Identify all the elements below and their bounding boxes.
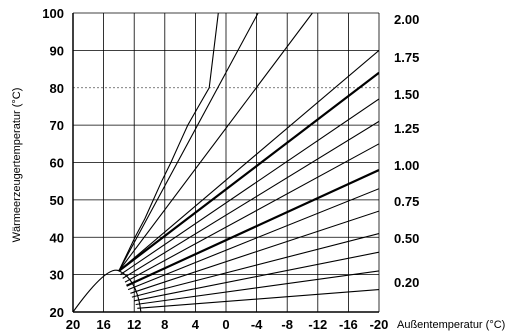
x-tick-label: 0 [222, 317, 229, 332]
curve-unlabeled-6 [122, 120, 379, 279]
y-tick-label: 20 [50, 305, 64, 320]
curve-0-20 [135, 270, 379, 306]
curve-unlabeled-8 [126, 169, 379, 287]
curve-unlabeled-10 [130, 210, 379, 294]
y-tick-label: 90 [50, 43, 64, 58]
curve-unlabeled-14 [137, 289, 379, 309]
curve-label: 1.00 [394, 158, 419, 173]
curve-label: 2.00 [394, 12, 419, 27]
curve-label: 0.50 [394, 231, 419, 246]
y-tick-label: 60 [50, 156, 64, 171]
origin-arc [73, 269, 142, 312]
curve-label: 0.20 [394, 275, 419, 290]
curve-unlabeled-4 [118, 71, 379, 272]
y-tick-label: 70 [50, 118, 64, 133]
curve-layer [73, 13, 379, 312]
y-tick-label: 100 [42, 6, 64, 21]
curve-1-25 [120, 98, 379, 276]
x-tick-label: 8 [161, 317, 168, 332]
curve-2-00 [118, 13, 219, 272]
y-tick-label: 40 [50, 230, 64, 245]
curve-1-50 [118, 49, 379, 272]
grid-layer [72, 12, 380, 313]
x-tick-label: 4 [192, 317, 200, 332]
x-tick-label: -4 [251, 317, 263, 332]
x-tick-label: 20 [66, 317, 80, 332]
y-axis-label: Wärmeerzeugertemperatur (°C) [11, 88, 23, 243]
x-axis-label: Außentemperatur (°C) [397, 319, 505, 331]
curve-label: 0.75 [394, 194, 419, 209]
x-tick-label: 12 [127, 317, 141, 332]
curve-label: 1.50 [394, 87, 419, 102]
y-tick-label: 30 [50, 268, 64, 283]
x-tick-label: -12 [308, 317, 327, 332]
curve-unlabeled-12 [134, 251, 379, 302]
axis-layer [72, 13, 379, 313]
curve-1-75 [118, 13, 259, 272]
x-tick-label: -16 [339, 317, 358, 332]
x-tick-label: -20 [370, 317, 389, 332]
curve-0-75 [127, 188, 379, 291]
curve-1-00 [124, 143, 379, 283]
x-tick-label: -8 [281, 317, 293, 332]
y-tick-label: 50 [50, 193, 64, 208]
curve-0-50 [131, 232, 379, 298]
curve-unlabeled-2 [118, 13, 313, 272]
curve-label: 1.25 [394, 121, 419, 136]
y-tick-label: 80 [50, 81, 64, 96]
curve-label: 1.75 [394, 50, 419, 65]
tick-label-layer: 20 16 12 8 4 0 -4 -8 -12 -16 -20203040506070809010… [42, 6, 419, 332]
x-tick-label: 16 [96, 317, 110, 332]
